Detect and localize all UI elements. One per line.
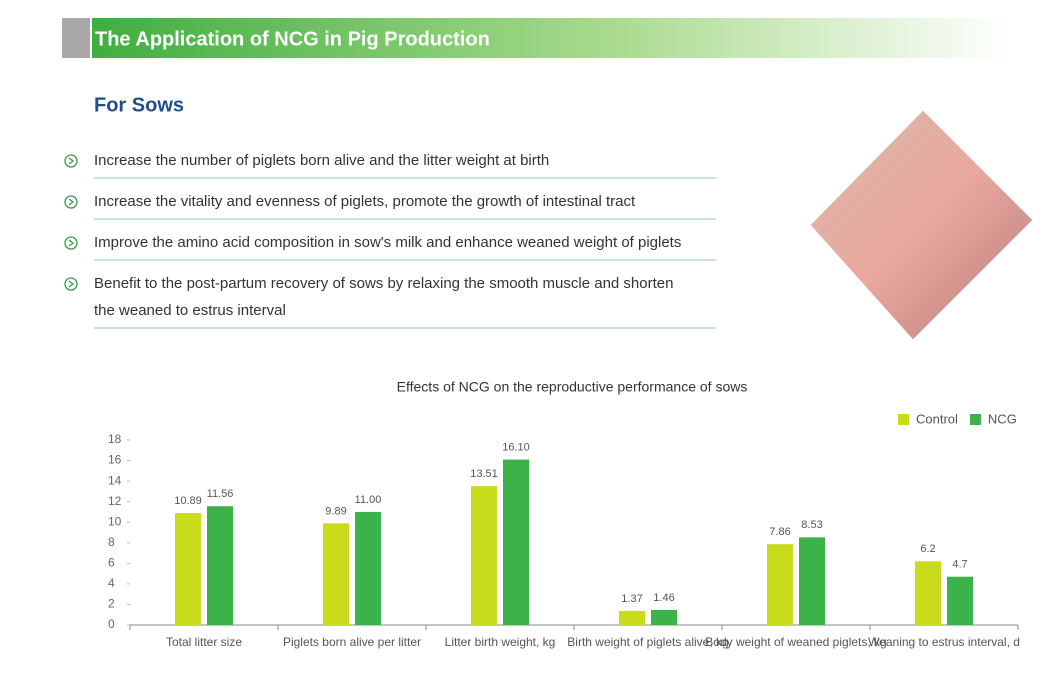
photo bbox=[809, 109, 1034, 341]
y-tick-label: 8 bbox=[108, 535, 115, 549]
value-label: 16.10 bbox=[502, 441, 530, 453]
bar bbox=[355, 511, 381, 625]
y-tick-label: 14 bbox=[108, 473, 122, 487]
bar bbox=[619, 610, 645, 625]
bar bbox=[947, 576, 973, 625]
bullet-arrow bbox=[68, 280, 75, 288]
bar bbox=[175, 513, 201, 625]
bullet-icon bbox=[64, 277, 78, 291]
section-title: For Sows bbox=[94, 94, 184, 116]
value-label: 11.00 bbox=[355, 494, 382, 506]
value-label: 9.89 bbox=[325, 505, 346, 517]
bar bbox=[915, 561, 941, 625]
value-label: 8.53 bbox=[801, 519, 822, 531]
legend-label: NCG bbox=[988, 411, 1017, 426]
bullet-arrow bbox=[68, 157, 75, 165]
legend-swatch bbox=[969, 414, 981, 425]
bar bbox=[651, 609, 677, 625]
bullet-arrow bbox=[68, 239, 75, 247]
bar bbox=[503, 459, 529, 625]
chart: Effects of NCG on the reproductive perfo… bbox=[108, 379, 1020, 649]
y-tick-label: 0 bbox=[108, 617, 115, 631]
x-tick-label: Piglets born alive per litter bbox=[283, 635, 421, 649]
bar bbox=[799, 537, 825, 625]
header-block bbox=[62, 18, 90, 58]
chart-title: Effects of NCG on the reproductive perfo… bbox=[397, 379, 748, 395]
value-label: 6.2 bbox=[920, 543, 935, 555]
bar bbox=[207, 506, 233, 625]
legend-swatch bbox=[898, 414, 909, 425]
bar bbox=[323, 523, 349, 625]
bullet-text: Increase the number of piglets born aliv… bbox=[94, 152, 549, 169]
bar bbox=[471, 486, 497, 625]
value-label: 13.51 bbox=[470, 468, 498, 480]
x-tick-label: Birth weight of piglets alive, kg bbox=[567, 635, 728, 649]
x-tick-label: Total litter size bbox=[166, 635, 242, 649]
y-tick-label: 12 bbox=[108, 494, 122, 508]
header-bar bbox=[92, 18, 1012, 58]
bullet-text: the weaned to estrus interval bbox=[94, 302, 286, 319]
value-label: 11.56 bbox=[207, 488, 234, 500]
bullet-icon bbox=[64, 236, 78, 250]
y-tick-label: 16 bbox=[108, 453, 122, 467]
header-title: The Application of NCG in Pig Production bbox=[95, 28, 490, 50]
x-tick-label: Body weight of weaned piglets, kg bbox=[705, 635, 886, 649]
bullet-text: Improve the amino acid composition in so… bbox=[94, 234, 681, 251]
legend-label: Control bbox=[916, 411, 958, 426]
value-label: 1.37 bbox=[621, 593, 642, 605]
value-label: 4.7 bbox=[952, 559, 967, 571]
bar bbox=[767, 544, 793, 625]
value-label: 1.46 bbox=[653, 592, 674, 604]
x-tick-label: Weaning to estrus interval, d bbox=[868, 635, 1020, 649]
y-tick-label: 4 bbox=[108, 576, 115, 590]
y-tick-label: 10 bbox=[108, 514, 122, 528]
y-tick-label: 2 bbox=[108, 597, 115, 611]
bullet-icon bbox=[64, 195, 78, 209]
bullet-icon bbox=[64, 154, 78, 168]
value-label: 10.89 bbox=[174, 495, 202, 507]
y-tick-label: 18 bbox=[108, 432, 122, 446]
bullet-arrow bbox=[68, 198, 75, 206]
bullet-text: Increase the vitality and evenness of pi… bbox=[94, 193, 636, 210]
bullet-text: Benefit to the post-partum recovery of s… bbox=[94, 275, 673, 292]
value-label: 7.86 bbox=[769, 526, 790, 538]
y-tick-label: 6 bbox=[108, 556, 115, 570]
bullet-list: Increase the number of piglets born aliv… bbox=[64, 152, 716, 329]
x-tick-label: Litter birth weight, kg bbox=[445, 635, 556, 649]
